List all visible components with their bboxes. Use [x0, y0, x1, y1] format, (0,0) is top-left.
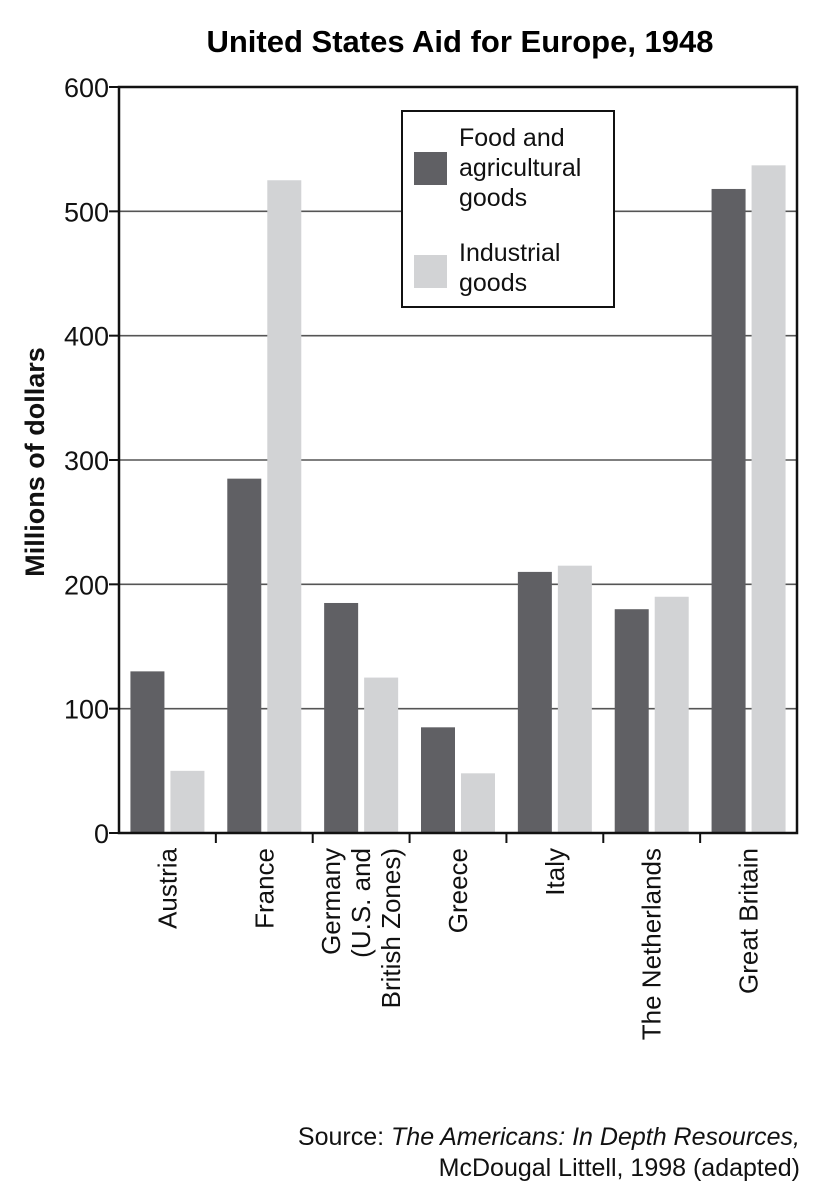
bar [557, 565, 592, 833]
bar [227, 478, 262, 833]
legend-label: agricultural [459, 154, 581, 182]
y-axis-ticks: 0 100 200 300 400 500 600 [64, 73, 119, 849]
x-category-label: France [249, 848, 279, 929]
x-category: Germany (U.S. and British Zones) [316, 848, 406, 1008]
legend-label: Food and [459, 124, 565, 152]
bar [461, 773, 495, 833]
bar [517, 571, 552, 833]
legend-label: goods [459, 269, 527, 297]
source-line-2: McDougal Littell, 1998 (adapted) [438, 1154, 800, 1182]
y-tick-label: 600 [64, 73, 109, 103]
y-tick-label: 300 [64, 446, 109, 476]
source-prefix: Source: [297, 1123, 392, 1151]
x-category-label: (U.S. and [346, 848, 376, 958]
x-category: Austria [152, 847, 182, 928]
x-axis-categories: Austria France Germany (U.S. and British Zon… [152, 833, 764, 1040]
bar [421, 727, 455, 833]
y-axis-label: Millions of dollars [20, 347, 50, 577]
bar [654, 596, 689, 833]
legend-swatch [414, 152, 447, 185]
bar [751, 165, 786, 833]
x-category-label: British Zones) [376, 848, 406, 1008]
bar [364, 677, 399, 833]
x-category: Greece [443, 848, 473, 933]
x-category: Great Britain [734, 848, 764, 994]
bar-chart: United States Aid for Europe, 1948 0 100 2… [20, 24, 799, 1040]
source-line-1: Source: The Americans: In Depth Resource… [298, 1122, 800, 1153]
y-tick-label: 500 [64, 197, 109, 227]
x-category: France [249, 848, 279, 929]
bar [267, 180, 302, 833]
x-category-label: Great Britain [734, 848, 764, 994]
bar [614, 609, 649, 833]
y-tick-label: 400 [64, 322, 109, 352]
x-category-label: Austria [152, 847, 182, 928]
legend-label: Industrial [459, 239, 560, 267]
y-tick-label: 200 [64, 570, 109, 600]
x-category-label: Germany [316, 848, 346, 955]
source-work: The Americans: In Depth Resources, [391, 1123, 800, 1151]
bars [130, 165, 786, 833]
y-tick-label: 100 [64, 695, 109, 725]
chart-title: United States Aid for Europe, 1948 [206, 24, 713, 59]
x-category: Italy [540, 848, 570, 896]
legend-swatch [414, 255, 447, 288]
bar [130, 671, 165, 833]
legend-label: goods [459, 184, 527, 212]
bar [170, 770, 205, 833]
x-category-label: Greece [443, 848, 473, 933]
bar [711, 188, 746, 833]
source-citation: Source: The Americans: In Depth Resource… [298, 1122, 800, 1184]
x-category-label: The Netherlands [637, 848, 667, 1040]
y-tick-label: 0 [94, 819, 109, 849]
x-category-label: Italy [540, 848, 570, 896]
x-category: The Netherlands [637, 848, 667, 1040]
bar [324, 602, 359, 833]
